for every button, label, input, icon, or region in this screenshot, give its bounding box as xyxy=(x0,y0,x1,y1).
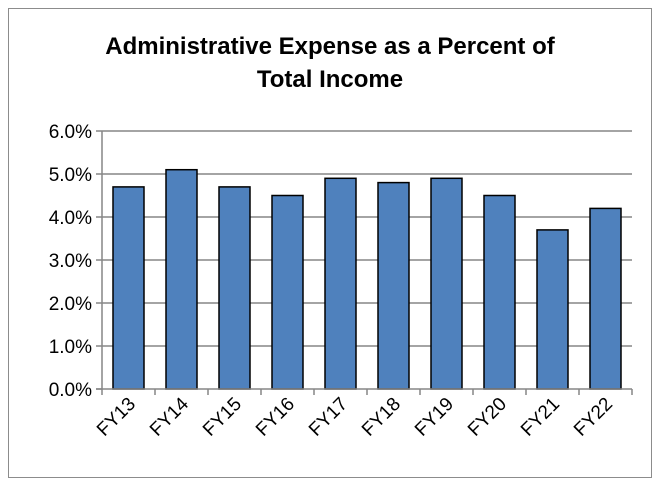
y-tick-label: 0.0% xyxy=(49,380,92,401)
x-tick-label: FY22 xyxy=(570,394,617,441)
y-tick-label: 2.0% xyxy=(49,294,92,315)
y-tick-label: 3.0% xyxy=(49,251,92,272)
x-tick-label: FY13 xyxy=(93,394,140,441)
x-tick-label: FY17 xyxy=(305,394,352,441)
y-tick-label: 5.0% xyxy=(49,165,92,186)
bar xyxy=(271,194,304,390)
bar xyxy=(377,181,410,390)
x-tick-label: FY19 xyxy=(411,394,458,441)
bar xyxy=(112,186,145,390)
x-tick-label: FY21 xyxy=(517,394,564,441)
y-tick-label: 4.0% xyxy=(49,208,92,229)
bar xyxy=(589,207,622,390)
y-tick-label: 6.0% xyxy=(49,122,92,143)
bar xyxy=(483,194,516,390)
chart-title-line-1: Administrative Expense as a Percent of xyxy=(105,33,555,60)
y-tick-label: 1.0% xyxy=(49,337,92,358)
x-tick-label: FY20 xyxy=(464,394,511,441)
x-tick-label: FY18 xyxy=(358,394,405,441)
bars xyxy=(112,168,622,390)
x-tick-label: FY14 xyxy=(146,393,193,440)
axes xyxy=(96,131,633,395)
y-axis-tick-labels: 0.0% 1.0% 2.0% 3.0% 4.0% 5.0% 6.0% xyxy=(49,122,92,401)
x-tick-label: FY15 xyxy=(199,394,246,441)
bar xyxy=(430,177,463,390)
x-axis-tick-labels: FY13 FY14 FY15 FY16 FY17 FY18 FY19 FY20 FY21 FY22 xyxy=(93,393,617,440)
chart-title-line-2: Total Income xyxy=(256,66,404,93)
bar xyxy=(165,168,198,390)
bar xyxy=(218,186,251,390)
bar xyxy=(536,229,569,390)
bar xyxy=(324,177,357,390)
x-tick-label: FY16 xyxy=(252,394,299,441)
chart-title: Administrative Expense as a Percent of T… xyxy=(60,30,600,96)
